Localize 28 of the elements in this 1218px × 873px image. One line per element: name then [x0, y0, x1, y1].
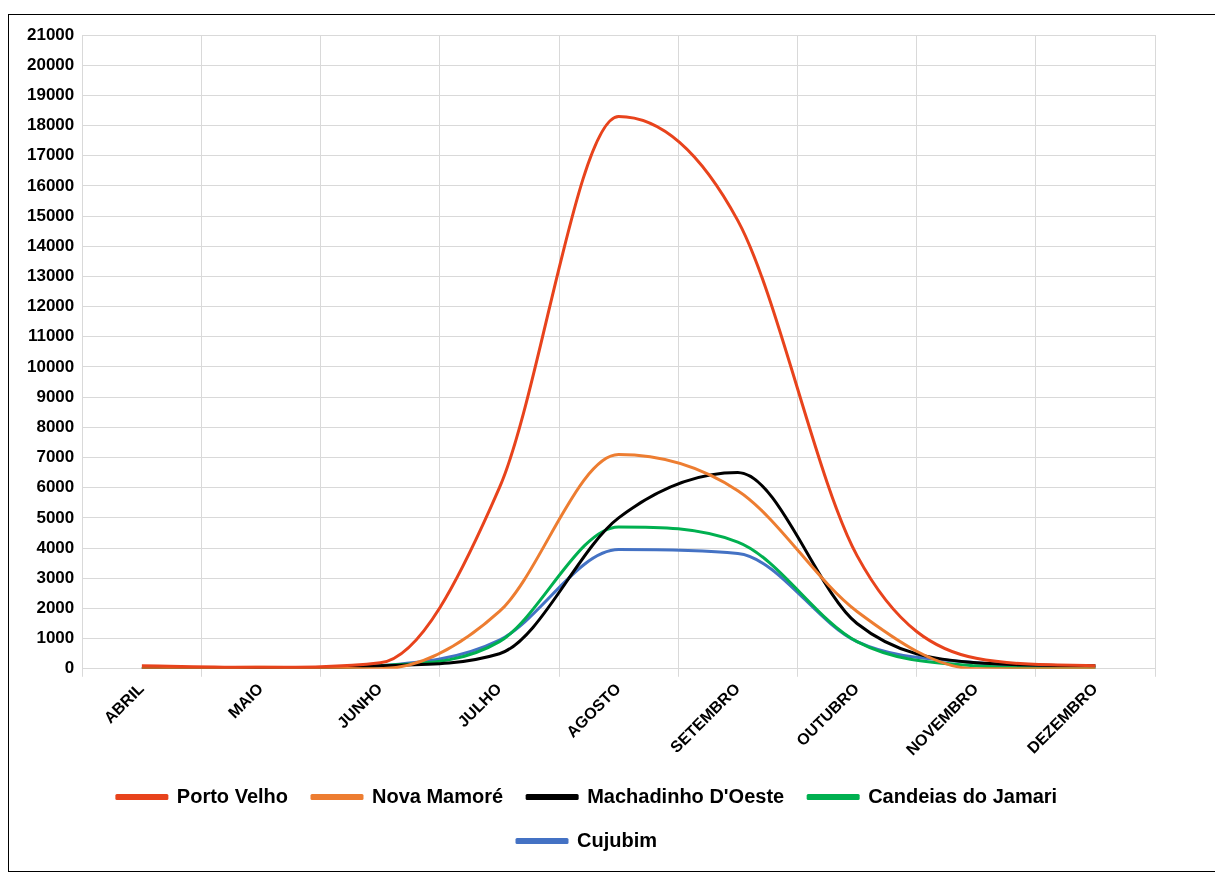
y-tick-label: 11000: [27, 326, 75, 346]
y-tick-label: 15000: [26, 205, 75, 225]
legend-label: Nova Mamoré: [372, 784, 504, 807]
y-tick-label: 1000: [36, 628, 75, 648]
y-tick-label: 5000: [36, 507, 75, 527]
line-series: [140, 114, 1097, 669]
y-tick-label: 7000: [36, 447, 75, 467]
y-tick-label: 16000: [26, 175, 75, 195]
y-tick-label: 4000: [36, 537, 75, 557]
legend-label: Porto Velho: [176, 784, 288, 807]
y-tick-label: 8000: [36, 417, 75, 437]
y-tick-label: 10000: [26, 356, 75, 376]
y-tick-label: 2000: [36, 598, 75, 618]
y-tick-label: 13000: [26, 266, 75, 286]
y-tick-label: 12000: [26, 296, 75, 316]
y-tick-label: 21000: [26, 24, 75, 44]
legend-label: Candeias do Jamari: [868, 784, 1058, 807]
y-tick-label: 19000: [26, 85, 75, 105]
y-tick-label: 14000: [26, 235, 75, 255]
legend-label: Machadinho D'Oeste: [587, 784, 785, 807]
y-tick-label: 3000: [36, 567, 75, 587]
legend-label: Cujubim: [577, 828, 657, 851]
y-tick-label: 18000: [26, 115, 75, 135]
y-tick-label: 20000: [26, 54, 75, 74]
y-tick-label: 6000: [36, 477, 75, 497]
y-tick-label: 9000: [36, 386, 75, 406]
y-tick-label: 0: [64, 658, 75, 678]
y-tick-label: 17000: [26, 145, 75, 165]
